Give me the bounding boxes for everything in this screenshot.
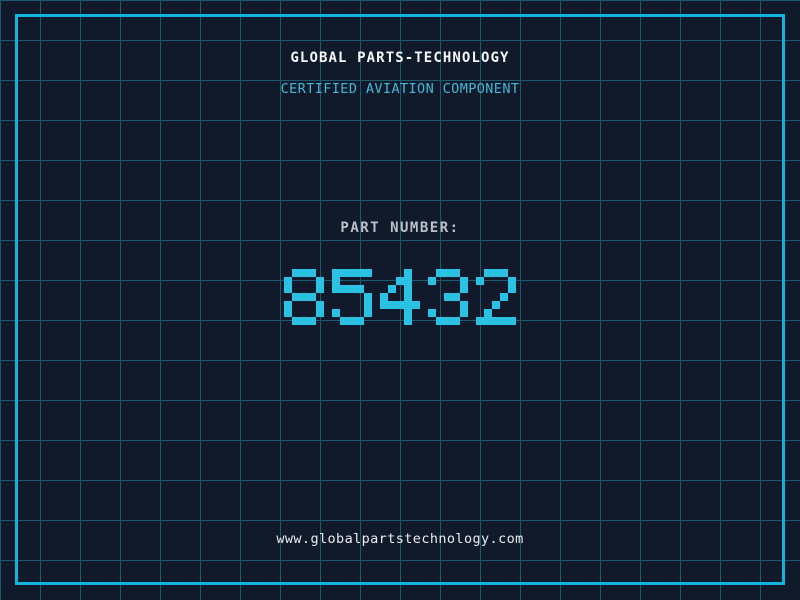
- website-url: www.globalpartstechnology.com: [276, 531, 524, 547]
- company-title: GLOBAL PARTS-TECHNOLOGY: [290, 50, 510, 66]
- part-number-digit: [380, 269, 420, 325]
- part-number-digit: [284, 269, 324, 325]
- part-number-digit: [332, 269, 372, 325]
- part-number-label: PART NUMBER:: [340, 220, 460, 236]
- part-number-digit: [428, 269, 468, 325]
- certification-subtitle: CERTIFIED AVIATION COMPONENT: [280, 81, 520, 97]
- part-number-digit: [476, 269, 516, 325]
- part-number-display: [0, 269, 800, 325]
